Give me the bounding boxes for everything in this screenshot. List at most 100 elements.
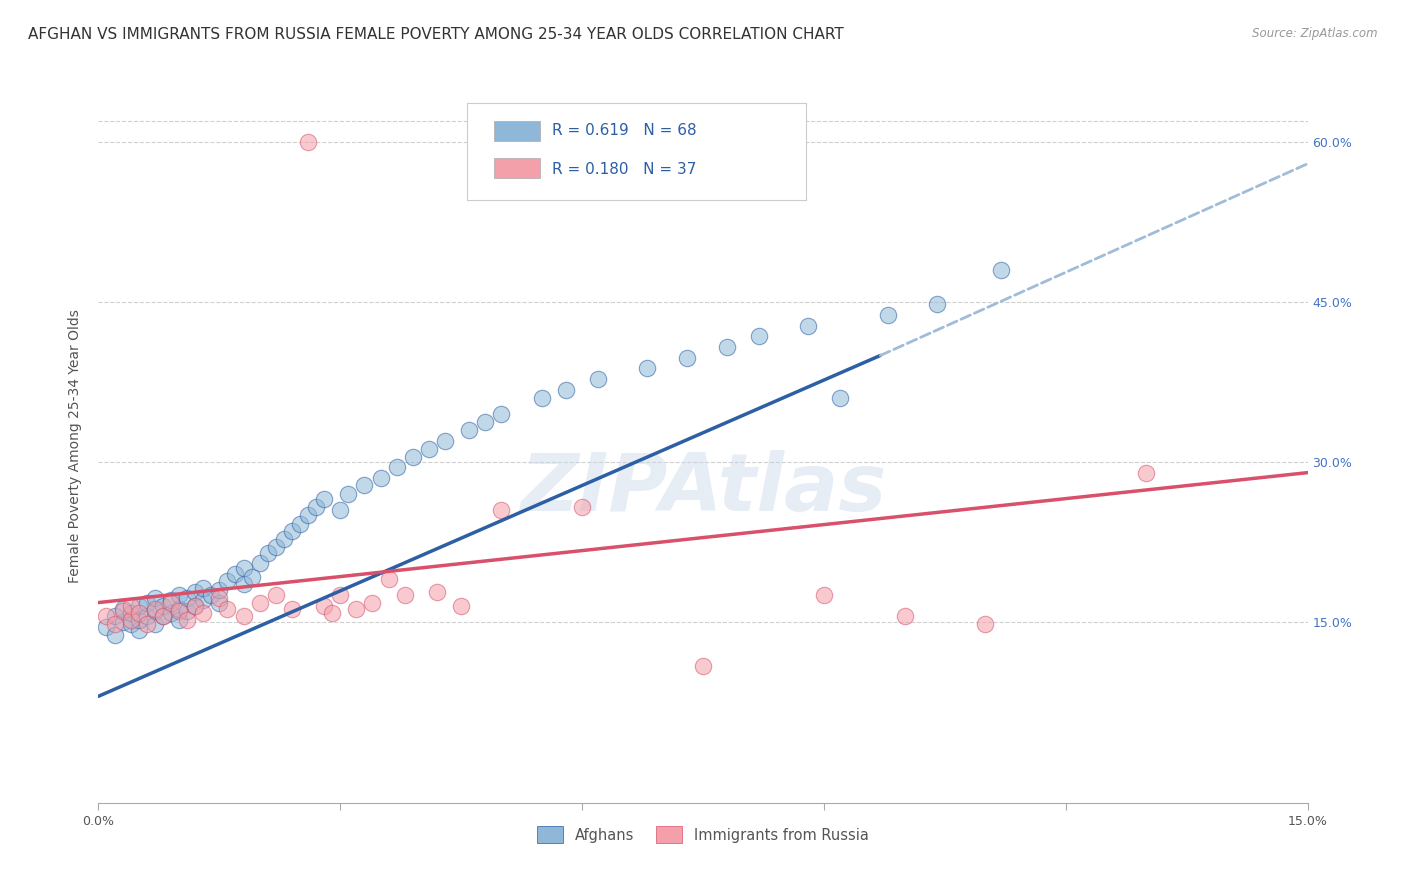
Point [877, 308, 900, 322]
Point [184, 599, 207, 613]
Point [1135, 466, 1157, 480]
Text: R = 0.180   N = 37: R = 0.180 N = 37 [551, 161, 696, 177]
Point [676, 351, 699, 365]
Point [314, 492, 336, 507]
Point [167, 613, 190, 627]
Point [96, 620, 118, 634]
Point [748, 329, 770, 343]
Point [128, 613, 150, 627]
Point [111, 604, 134, 618]
Y-axis label: Female Poverty Among 25-34 Year Olds: Female Poverty Among 25-34 Year Olds [69, 309, 83, 583]
Point [135, 616, 157, 631]
Point [273, 532, 295, 546]
Text: Source: ZipAtlas.com: Source: ZipAtlas.com [1253, 27, 1378, 40]
Legend: Afghans, Immigrants from Russia: Afghans, Immigrants from Russia [531, 821, 875, 849]
Point [450, 599, 472, 613]
Point [555, 383, 578, 397]
Point [264, 588, 287, 602]
Point [361, 596, 384, 610]
Point [193, 606, 215, 620]
Point [152, 609, 174, 624]
FancyBboxPatch shape [467, 103, 806, 200]
Point [135, 596, 157, 610]
Point [893, 609, 915, 624]
Point [176, 613, 198, 627]
Point [813, 588, 835, 602]
Point [353, 478, 375, 492]
Point [176, 604, 198, 618]
Point [288, 516, 311, 531]
Point [636, 361, 658, 376]
Point [103, 609, 125, 624]
Point [240, 570, 263, 584]
Point [103, 616, 125, 631]
Point [377, 572, 399, 586]
Point [208, 591, 231, 606]
Point [120, 599, 142, 613]
Point [120, 613, 142, 627]
Point [329, 588, 352, 602]
Point [128, 624, 150, 638]
Bar [494, 159, 540, 178]
Point [200, 588, 222, 602]
Point [120, 616, 142, 631]
Point [128, 606, 150, 620]
Text: ZIPAtlas: ZIPAtlas [520, 450, 886, 528]
Point [434, 434, 457, 448]
Point [402, 450, 425, 464]
Point [184, 585, 207, 599]
Point [111, 602, 134, 616]
Point [143, 591, 166, 606]
Point [797, 318, 820, 333]
Point [217, 602, 239, 616]
Point [692, 659, 714, 673]
Point [370, 471, 392, 485]
Point [491, 407, 513, 421]
Point [160, 596, 183, 610]
Point [160, 606, 183, 620]
Point [256, 545, 278, 559]
Point [344, 602, 367, 616]
Point [208, 582, 231, 597]
Point [426, 585, 449, 599]
Point [120, 606, 142, 620]
Point [329, 503, 352, 517]
Point [184, 599, 207, 613]
Point [167, 588, 190, 602]
Point [337, 487, 360, 501]
Point [232, 577, 254, 591]
Point [314, 599, 336, 613]
Point [143, 604, 166, 618]
Point [571, 500, 593, 514]
Point [530, 391, 553, 405]
Point [103, 627, 125, 641]
Point [193, 593, 215, 607]
Point [167, 604, 190, 618]
Text: R = 0.619   N = 68: R = 0.619 N = 68 [551, 123, 696, 138]
Point [297, 136, 319, 150]
Point [418, 442, 440, 457]
Point [232, 609, 254, 624]
Point [385, 460, 408, 475]
Point [152, 599, 174, 613]
Point [264, 540, 287, 554]
Point [458, 423, 481, 437]
Bar [494, 120, 540, 141]
Point [160, 593, 183, 607]
Point [297, 508, 319, 523]
Point [828, 391, 851, 405]
Point [111, 615, 134, 629]
Point [586, 372, 609, 386]
Point [974, 616, 997, 631]
Point [716, 340, 738, 354]
Point [143, 602, 166, 616]
Point [128, 599, 150, 613]
Point [143, 616, 166, 631]
Point [249, 556, 271, 570]
Point [208, 596, 231, 610]
Point [474, 415, 496, 429]
Point [321, 606, 343, 620]
Text: AFGHAN VS IMMIGRANTS FROM RUSSIA FEMALE POVERTY AMONG 25-34 YEAR OLDS CORRELATIO: AFGHAN VS IMMIGRANTS FROM RUSSIA FEMALE … [28, 27, 844, 42]
Point [232, 561, 254, 575]
Point [96, 609, 118, 624]
